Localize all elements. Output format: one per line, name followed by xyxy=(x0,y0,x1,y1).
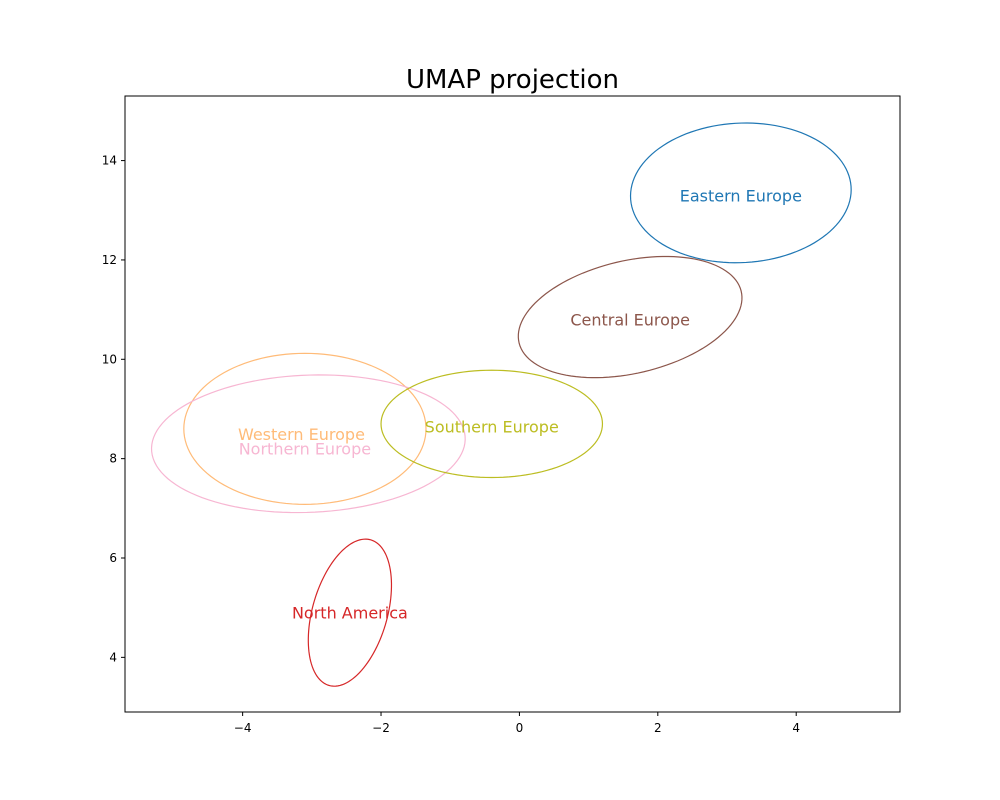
x-axis: −4 −2 0 2 4 xyxy=(234,712,800,735)
cluster-label: Central Europe xyxy=(570,311,690,330)
cluster-ellipse xyxy=(517,255,743,379)
y-tick-label: 4 xyxy=(109,650,117,664)
cluster-southern-europe: Southern Europe xyxy=(380,369,604,479)
cluster-central-europe: Central Europe xyxy=(517,255,743,379)
cluster-label: Western Europe xyxy=(238,425,365,444)
y-tick-label: 6 xyxy=(109,551,117,565)
x-tick-label: 0 xyxy=(516,721,524,735)
x-tick-label: 2 xyxy=(654,721,662,735)
plot-frame xyxy=(124,95,901,713)
cluster-ellipse xyxy=(307,538,393,687)
cluster-ellipse xyxy=(150,374,466,514)
cluster-label: Southern Europe xyxy=(425,417,559,436)
cluster-ellipse xyxy=(629,122,852,264)
cluster-eastern-europe: Eastern Europe xyxy=(629,122,852,264)
cluster-western-europe: Western Europe xyxy=(183,352,427,505)
cluster-northern-europe: Northern Europe xyxy=(150,374,466,514)
cluster-north-america: North America xyxy=(292,538,408,687)
cluster-ellipse xyxy=(183,352,427,505)
x-tick-label: −4 xyxy=(234,721,252,735)
cluster-label: Northern Europe xyxy=(239,440,371,459)
cluster-label: Eastern Europe xyxy=(680,186,802,205)
y-tick-label: 8 xyxy=(109,452,117,466)
cluster-ellipse xyxy=(380,369,604,479)
y-axis: 4 6 8 10 12 14 xyxy=(102,154,125,664)
x-tick-label: 4 xyxy=(792,721,800,735)
x-tick-label: −2 xyxy=(372,721,390,735)
y-tick-label: 12 xyxy=(102,253,117,267)
plot-area: Eastern Europe Central Europe Western Euro… xyxy=(150,122,852,687)
chart-title: UMAP projection xyxy=(406,65,619,95)
cluster-label: North America xyxy=(292,604,408,623)
y-tick-label: 14 xyxy=(102,154,117,168)
y-tick-label: 10 xyxy=(102,352,117,366)
